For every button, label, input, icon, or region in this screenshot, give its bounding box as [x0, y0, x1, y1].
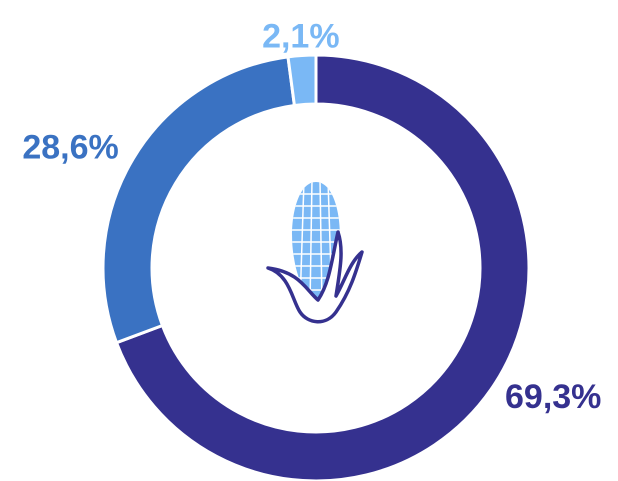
- data-label: 2,1%: [262, 17, 340, 55]
- donut-segment: [114, 53, 531, 481]
- corn-icon: [266, 182, 364, 324]
- data-label: 69,3%: [505, 378, 601, 416]
- data-label: 28,6%: [22, 129, 118, 167]
- donut-segment: [286, 53, 318, 108]
- donut-segment: [101, 55, 297, 345]
